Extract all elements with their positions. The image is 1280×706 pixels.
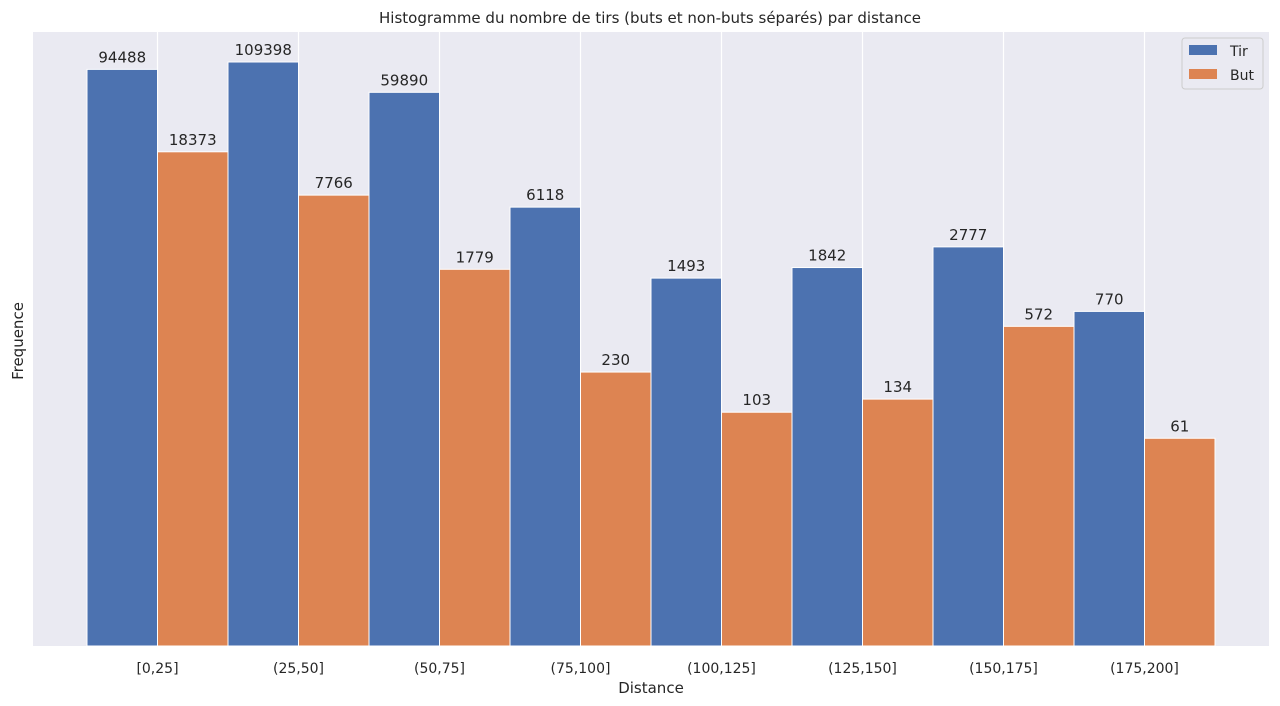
legend-label-but: But [1230,68,1254,84]
bar-tir [227,61,299,647]
x-tick-label: (75,100] [551,661,611,677]
bar-tir [932,246,1004,647]
data-label: 61 [1170,417,1189,435]
data-label: 770 [1095,290,1124,308]
bar-but [298,194,370,647]
data-label: 572 [1024,305,1053,323]
x-tick-label: (25,50] [273,661,324,677]
legend-label-tir: Tir [1229,44,1248,60]
data-label: 103 [742,391,771,409]
bar-tir [1073,310,1145,647]
x-tick-label: (175,200] [1110,661,1179,677]
bar-but [1003,325,1075,647]
y-axis-label: Frequence [9,302,27,380]
bar-tir [368,91,440,647]
x-tick-label: (100,125] [687,661,756,677]
bar-but [1144,437,1216,647]
bar-but [721,411,793,647]
data-label: 1779 [456,248,494,266]
bar-but [580,371,652,647]
legend-swatch-tir [1189,45,1217,55]
bar-but [862,398,934,647]
bar-tir [791,267,863,647]
data-label: 59890 [380,71,428,89]
x-tick-label: (50,75] [414,661,465,677]
data-label: 1842 [808,247,846,265]
data-label: 134 [883,378,912,396]
data-label: 18373 [169,131,217,149]
data-label: 7766 [315,174,353,192]
chart-title: Histogramme du nombre de tirs (buts et n… [379,9,921,27]
legend-swatch-but [1189,69,1217,79]
legend: Tir But [1181,37,1264,90]
data-label: 230 [601,351,630,369]
data-label: 2777 [949,226,987,244]
bar-but [439,268,511,647]
bar-tir [86,68,158,647]
x-tick-label: (125,150] [828,661,897,677]
x-tick-label: (150,175] [969,661,1038,677]
x-tick-label: [0,25] [136,661,178,677]
bar-tir [650,277,722,647]
data-labels: 94488 109398 59890 6118 1493 1842 2777 770 18373… [98,41,1189,435]
x-axis-label: Distance [618,679,684,697]
x-tick-labels: [0,25] (25,50] (50,75] (75,100] (100,125] (12… [136,661,1178,677]
bar-but [157,151,229,647]
data-label: 94488 [98,48,146,66]
data-label: 1493 [667,257,705,275]
data-label: 6118 [526,186,564,204]
bars [86,61,1216,647]
bar-tir [509,206,581,647]
data-label: 109398 [235,41,292,59]
